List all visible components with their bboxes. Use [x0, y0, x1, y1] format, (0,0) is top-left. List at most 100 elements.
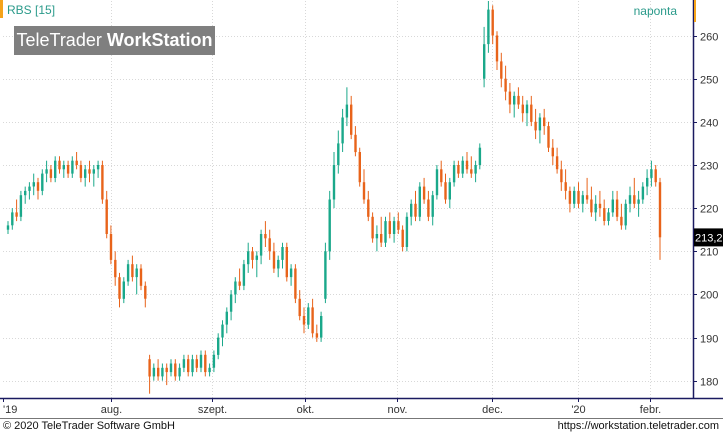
- candle-body: [422, 186, 426, 200]
- brand-light-text: TeleTrader: [16, 30, 107, 50]
- y-tick-label: 250: [700, 75, 718, 87]
- candle-body: [148, 359, 151, 377]
- y-tick-label: 210: [700, 247, 718, 259]
- candle-body: [96, 165, 100, 170]
- interval-label[interactable]: naponta: [633, 4, 677, 18]
- candle-body: [444, 182, 447, 200]
- candle-body: [221, 324, 224, 338]
- candle-body: [88, 169, 91, 174]
- candle-body: [624, 203, 627, 226]
- candle-body: [504, 78, 507, 92]
- candle-body: [350, 104, 353, 135]
- candle-body: [650, 169, 653, 178]
- candle-body: [495, 35, 499, 62]
- candle-body: [534, 121, 537, 131]
- candle-body: [401, 229, 404, 247]
- candle-body: [242, 264, 246, 286]
- candle-body: [513, 95, 516, 105]
- candle-body: [508, 91, 512, 105]
- candle-body: [139, 268, 143, 286]
- candle-body: [491, 9, 494, 36]
- y-tick-label: 200: [700, 290, 718, 302]
- candle-body: [646, 177, 649, 187]
- candle-body: [62, 165, 65, 170]
- candle-body: [577, 190, 580, 204]
- candle-body: [49, 169, 53, 178]
- candle-body: [388, 221, 391, 234]
- candle-body: [66, 165, 70, 174]
- last-price-tag: [694, 228, 723, 247]
- candle-body: [547, 126, 550, 148]
- candle-body: [79, 165, 83, 178]
- candle-body: [654, 169, 657, 183]
- candle-body: [272, 251, 276, 269]
- candle-body: [165, 367, 168, 373]
- candle-body: [169, 363, 173, 373]
- y-tick-label: 220: [700, 204, 718, 216]
- candle-body: [311, 307, 314, 334]
- candle-body: [341, 117, 344, 144]
- candle-body: [58, 160, 61, 170]
- symbol-label[interactable]: RBS [15]: [7, 3, 56, 17]
- y-tick-label: 190: [700, 334, 718, 346]
- candle-body: [517, 95, 520, 105]
- candle-body: [238, 281, 241, 286]
- candle-body: [92, 169, 95, 174]
- candle-body: [332, 165, 336, 200]
- candle-body: [380, 234, 383, 243]
- candle-body: [298, 298, 301, 317]
- candle-body: [45, 169, 48, 174]
- candle-body: [603, 208, 606, 221]
- candle-body: [294, 268, 297, 299]
- candle-body: [15, 212, 18, 217]
- x-tick-label: '20: [571, 404, 585, 416]
- candle-body: [337, 143, 340, 165]
- candle-body: [234, 281, 237, 295]
- candle-body: [530, 104, 533, 122]
- candle-body: [461, 160, 464, 174]
- candle-body: [259, 234, 263, 256]
- candle-body: [573, 190, 576, 204]
- candle-body: [474, 165, 477, 174]
- candle-body: [555, 156, 559, 170]
- candle-body: [75, 160, 78, 165]
- candle-body: [431, 195, 434, 217]
- x-tick-label: nov.: [388, 404, 408, 416]
- candle-body: [144, 285, 147, 299]
- candle-body: [217, 337, 220, 355]
- candle-body: [435, 169, 439, 196]
- candle-body: [152, 367, 156, 377]
- candle-body: [182, 359, 186, 368]
- candle-body: [268, 238, 271, 252]
- candle-body: [54, 160, 57, 178]
- candle-body: [410, 203, 413, 217]
- candle-body: [371, 216, 374, 239]
- candle-body: [440, 169, 443, 183]
- candle-body: [620, 216, 623, 226]
- candle-body: [568, 190, 572, 204]
- candle-body: [525, 104, 529, 114]
- candle-body: [405, 216, 409, 247]
- candle-body: [457, 165, 460, 174]
- candle-body: [277, 259, 280, 269]
- candle-body: [538, 117, 542, 131]
- candle-body: [302, 316, 306, 325]
- x-tick-label: szept.: [198, 404, 227, 416]
- candle-body: [637, 199, 640, 204]
- candle-body: [251, 251, 254, 260]
- candle-body: [191, 359, 194, 373]
- website-link[interactable]: https://workstation.teletrader.com: [557, 420, 719, 432]
- candle-body: [135, 268, 138, 278]
- candle-body: [285, 247, 288, 278]
- candle-body: [24, 190, 27, 196]
- candle-body: [427, 199, 430, 217]
- candle-body: [114, 259, 117, 278]
- candle-body: [157, 367, 160, 377]
- last-price-label: 213,22: [695, 232, 723, 244]
- candle-body: [105, 199, 108, 234]
- candle-body: [483, 44, 486, 79]
- candle-body: [633, 195, 636, 204]
- candle-body: [118, 277, 121, 299]
- candle-body: [375, 234, 379, 239]
